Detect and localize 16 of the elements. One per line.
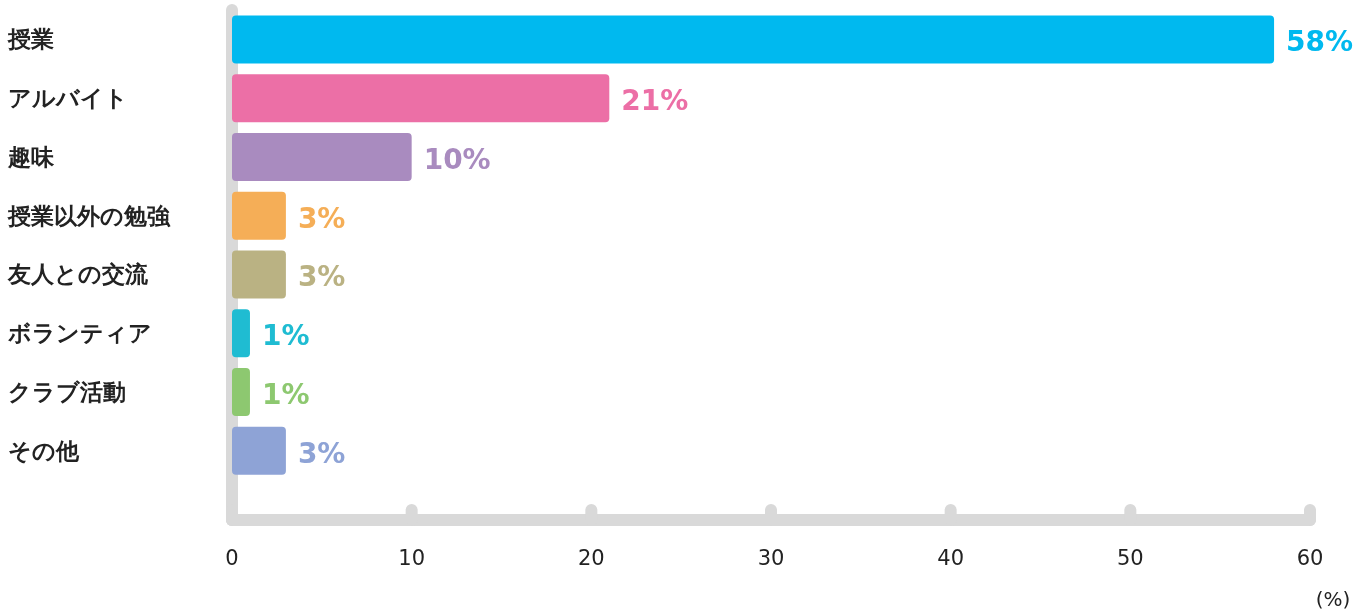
- y-tick-label: 授業以外の勉強: [7, 202, 171, 229]
- x-axis-title: (%): [1315, 587, 1351, 611]
- y-tick-label: その他: [8, 437, 80, 464]
- x-tick-label: 50: [1116, 546, 1144, 570]
- y-tick-label: クラブ活動: [8, 378, 126, 405]
- x-tick-label: 30: [757, 546, 785, 570]
- y-tick-label: 趣味: [7, 143, 55, 170]
- x-tick-label: 60: [1296, 546, 1324, 570]
- x-tick-label: 20: [577, 546, 605, 570]
- x-tick-label: 0: [225, 546, 239, 570]
- y-tick-label: ボランティア: [7, 320, 152, 347]
- y-tick-label: アルバイト: [8, 85, 128, 112]
- x-tick-label: 40: [937, 546, 965, 570]
- y-tick-label: 授業: [7, 26, 54, 53]
- y-tick-label: 友人との交流: [7, 261, 149, 288]
- x-tick-label: 10: [398, 546, 426, 570]
